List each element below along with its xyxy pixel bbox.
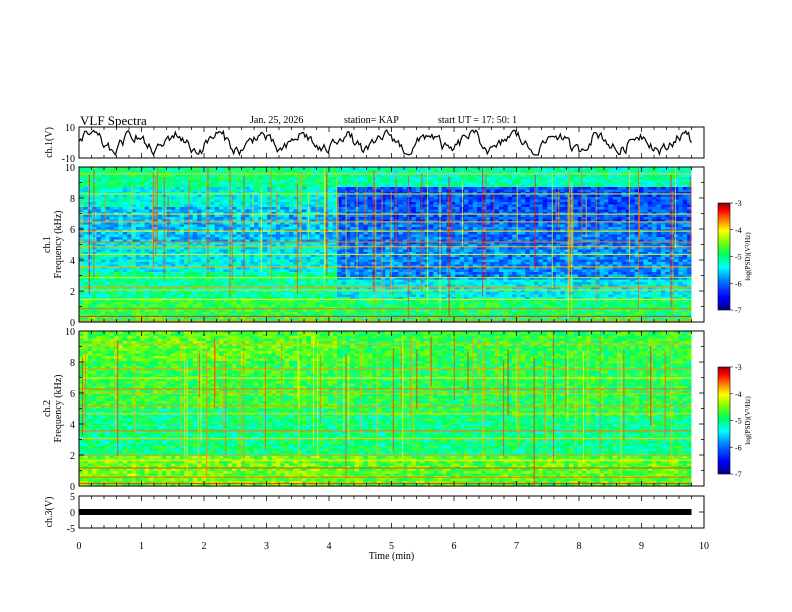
ch1-spectrogram-ytick-label: 6 bbox=[70, 225, 75, 236]
ch2-spectrogram-ytick-label: 10 bbox=[65, 327, 75, 338]
ch1-spectrogram-image bbox=[79, 167, 704, 323]
ch1-waveform-line bbox=[78, 129, 692, 157]
ch3-waveform-ytick-label: 0 bbox=[70, 508, 75, 519]
ch2-spectrogram-colorbar-tick: -5 bbox=[735, 417, 742, 426]
ch2-spectrogram-colorbar-tick: -6 bbox=[735, 443, 742, 452]
ch1-spectrogram-ytick-label: 4 bbox=[70, 256, 75, 267]
ch2-spectrogram-colorbar-tick: -7 bbox=[735, 470, 742, 479]
ch1-spectrogram-colorbar-tick: -3 bbox=[735, 199, 742, 208]
x-tick-label: 2 bbox=[202, 541, 207, 552]
ch2-spectrogram-ytick-label: 8 bbox=[70, 358, 75, 369]
ch1-spectrogram-colorbar-tick: -6 bbox=[735, 279, 742, 288]
ch1-spectrogram-colorbar-tick: -4 bbox=[735, 226, 742, 235]
ch1-waveform-ylabel: ch.1(V) bbox=[44, 127, 55, 158]
x-tick-label: 5 bbox=[389, 541, 394, 552]
station-label: station= KAP bbox=[344, 115, 399, 126]
ch2-spectrogram-colorbar-tick: -4 bbox=[735, 390, 742, 399]
ch2-spectrogram-ylabel: ch.2 bbox=[42, 400, 53, 417]
plot-title: VLF Spectra bbox=[80, 113, 147, 128]
ch2-spectrogram-colorbar-label: log(PSD)(V²/Hz) bbox=[744, 396, 752, 445]
start-time-label: start UT = 17: 50: 1 bbox=[438, 115, 518, 126]
x-tick-label: 8 bbox=[577, 541, 582, 552]
ch1-waveform-ytick-label: 10 bbox=[65, 123, 75, 134]
ch1-spectrogram-ytick-label: 2 bbox=[70, 287, 75, 298]
ch1-spectrogram-ytick-label: 0 bbox=[70, 318, 75, 329]
x-tick-label: 4 bbox=[327, 541, 332, 552]
ch2-spectrogram-ytick-label: 0 bbox=[70, 482, 75, 493]
ch1-spectrogram-ytick-label: 8 bbox=[70, 194, 75, 205]
date-label: Jan. 25, 2026 bbox=[250, 115, 304, 126]
ch1-waveform-ytick-label: -10 bbox=[62, 154, 75, 165]
ch1-spectrogram-colorbar-tick: -7 bbox=[735, 306, 742, 315]
ch3-waveform-ylabel: ch.3(V) bbox=[44, 497, 55, 528]
ch3-waveform-ytick-label: -5 bbox=[67, 524, 75, 535]
x-tick-label: 0 bbox=[77, 541, 82, 552]
ch2-spectrogram-ylabel: Frequency (kHz) bbox=[53, 374, 64, 442]
x-axis-label: Time (min) bbox=[369, 551, 414, 562]
x-tick-label: 9 bbox=[639, 541, 644, 552]
x-tick-label: 10 bbox=[699, 541, 709, 552]
ch2-spectrogram-image bbox=[79, 331, 704, 487]
x-tick-label: 3 bbox=[264, 541, 269, 552]
ch1-spectrogram-colorbar-tick: -5 bbox=[735, 253, 742, 262]
ch3-waveform-ytick-label: 5 bbox=[70, 492, 75, 503]
ch2-spectrogram-colorbar bbox=[717, 366, 731, 475]
x-tick-label: 7 bbox=[514, 541, 519, 552]
ch2-spectrogram-ytick-label: 6 bbox=[70, 389, 75, 400]
ch1-spectrogram-ylabel: ch.1 bbox=[42, 236, 53, 253]
ch1-spectrogram-colorbar-label: log(PSD)(V²/Hz) bbox=[744, 232, 752, 281]
x-tick-label: 6 bbox=[452, 541, 457, 552]
ch1-spectrogram-ytick-label: 10 bbox=[65, 163, 75, 174]
ch2-spectrogram-colorbar-tick: -3 bbox=[735, 363, 742, 372]
x-tick-label: 1 bbox=[139, 541, 144, 552]
ch1-spectrogram-ylabel: Frequency (kHz) bbox=[53, 210, 64, 278]
ch2-spectrogram-ytick-label: 2 bbox=[70, 451, 75, 462]
ch1-spectrogram-colorbar bbox=[717, 202, 731, 311]
ch2-spectrogram-ytick-label: 4 bbox=[70, 420, 75, 431]
